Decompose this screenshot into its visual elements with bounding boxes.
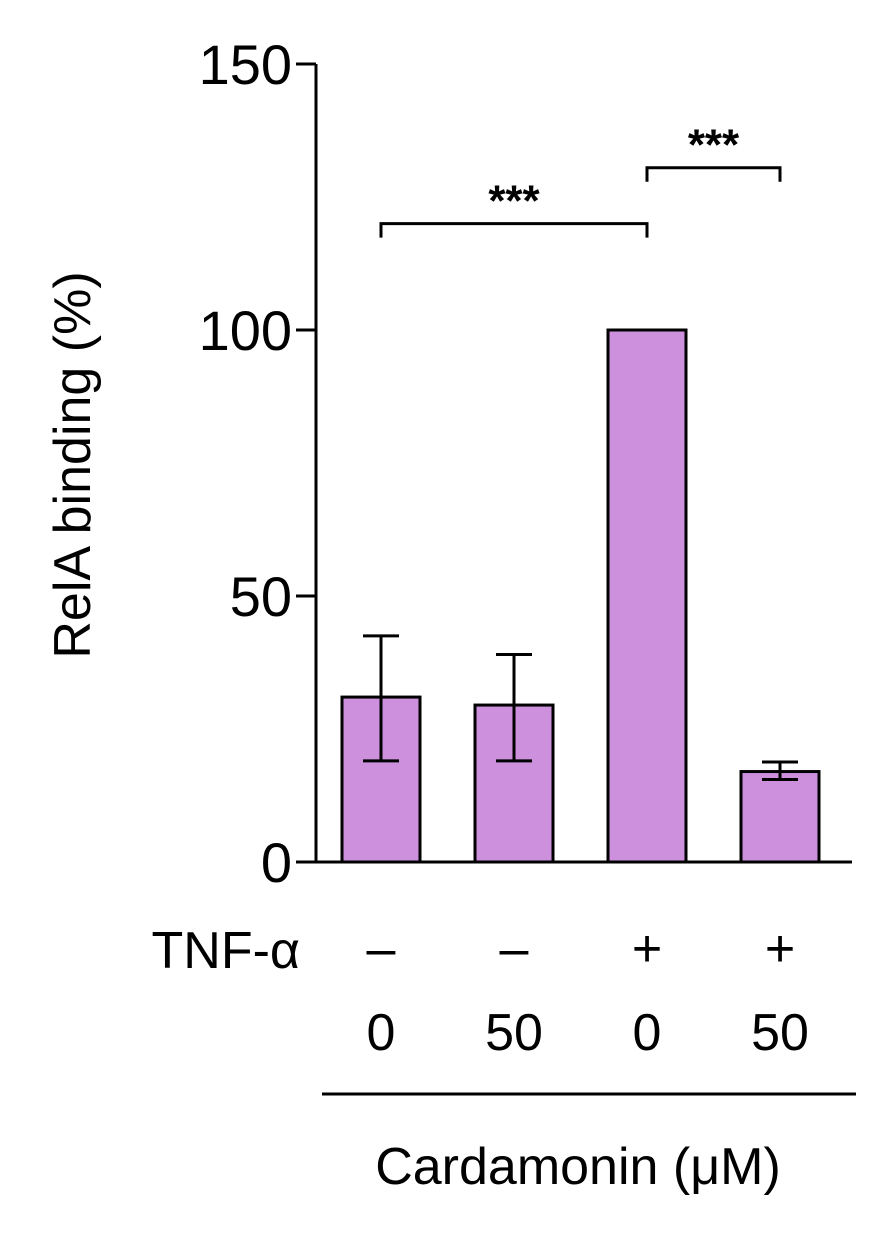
dose-value: 50 <box>751 1004 809 1062</box>
significance-layer: *** *** <box>379 121 782 238</box>
tnf-value: – <box>500 920 529 978</box>
significance-label: *** <box>488 177 540 226</box>
x-axis-title: Cardamonin (μM) <box>375 1138 781 1196</box>
tnf-value: + <box>765 920 795 978</box>
labels-layer: TNF-α – – + +0 50 0 50 Cardamonin (μM) <box>152 920 856 1196</box>
dose-value: 50 <box>485 1004 543 1062</box>
bracket-line <box>379 222 649 238</box>
bars-layer <box>340 328 821 864</box>
y-tick-label: 0 <box>261 831 292 894</box>
dose-value: 0 <box>633 1004 662 1062</box>
y-tick-label: 150 <box>199 33 292 96</box>
significance-label: *** <box>688 121 740 170</box>
bar <box>606 328 688 864</box>
y-tick-label: 50 <box>230 565 292 628</box>
y-tick-label: 100 <box>199 299 292 362</box>
tnf-alpha-label: TNF-α <box>152 922 300 980</box>
dose-value: 0 <box>367 1004 396 1062</box>
y-axis-title: RelA binding (%) <box>44 271 102 658</box>
axes-layer: 0 50 100 150 RelA binding (%) <box>44 33 852 894</box>
tnf-value: – <box>367 920 396 978</box>
error-bars-layer <box>363 634 798 782</box>
tnf-value: + <box>632 920 662 978</box>
bar <box>739 770 821 864</box>
bracket-line <box>645 166 782 182</box>
significance-bracket: *** <box>379 177 649 238</box>
significance-bracket: *** <box>645 121 782 182</box>
